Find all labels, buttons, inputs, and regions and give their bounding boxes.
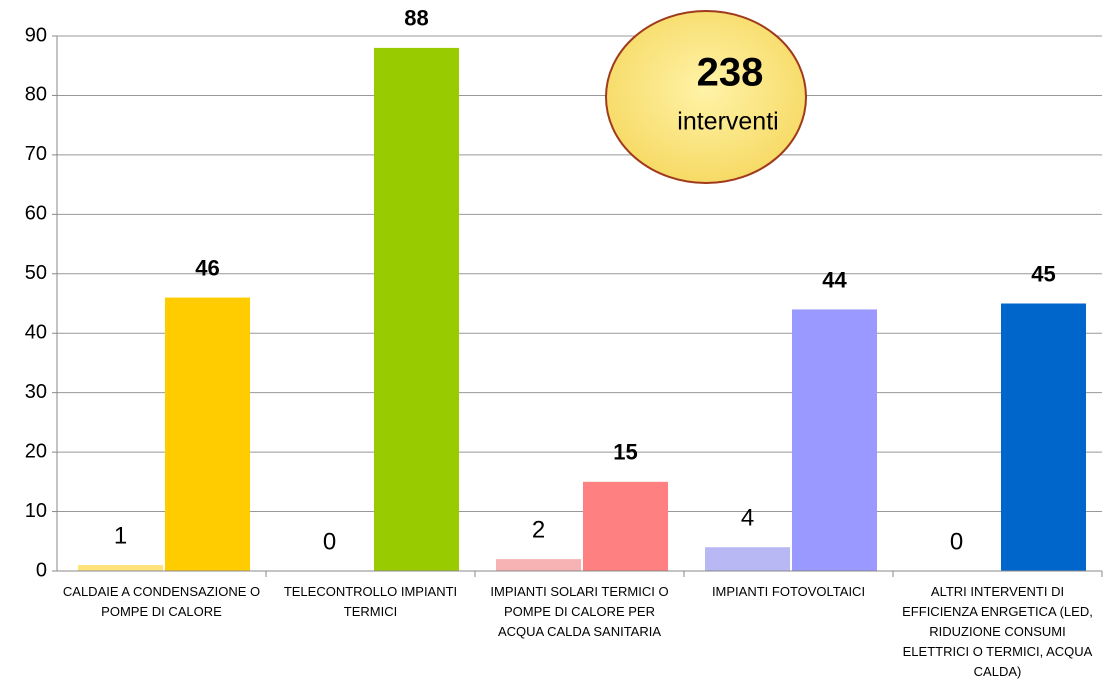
bar [705,547,790,571]
value-label: 44 [822,267,847,292]
y-tick-label: 50 [25,262,47,284]
y-tick-label: 10 [25,500,47,522]
value-label: 0 [323,528,336,555]
annotation-bubble [605,10,807,184]
value-label: 45 [1031,261,1055,286]
annotation-value: 238 [697,51,764,95]
y-tick-label: 90 [25,24,47,46]
bar [374,47,459,571]
bar [78,565,163,571]
value-label: 0 [950,528,963,555]
value-label: 2 [532,516,545,543]
x-tick-label: IMPIANTI FOTOVOLTAICI [711,584,866,599]
bar [792,309,877,571]
y-tick-label: 80 [25,84,47,106]
x-tick-label: IMPIANTI SOLARI TERMICI O POMPE DI CALOR… [490,584,669,639]
y-tick-label: 30 [25,381,47,403]
y-tick-label: 20 [25,440,47,462]
value-label: 88 [404,6,428,31]
y-tick-label: 0 [36,559,47,581]
bar [1001,303,1086,571]
bar [165,297,250,571]
value-label: 15 [613,440,637,465]
x-tick-label: TELECONTROLLO IMPIANTI TERMICI [283,584,458,619]
x-tick-label: ALTRI INTERVENTI DI EFFICIENZA ENRGETICA… [902,584,1093,679]
x-tick-label: CALDAIE A CONDENSAZIONE O POMPE DI CALOR… [62,584,261,619]
annotation-text: interventi [677,108,778,136]
y-tick-label: 40 [25,322,47,344]
value-label: 46 [195,255,219,280]
y-tick-label: 70 [25,143,47,165]
value-label: 1 [114,522,127,549]
value-label: 4 [741,505,754,532]
y-tick-label: 60 [25,203,47,225]
bar [496,559,581,571]
bar [583,481,668,571]
